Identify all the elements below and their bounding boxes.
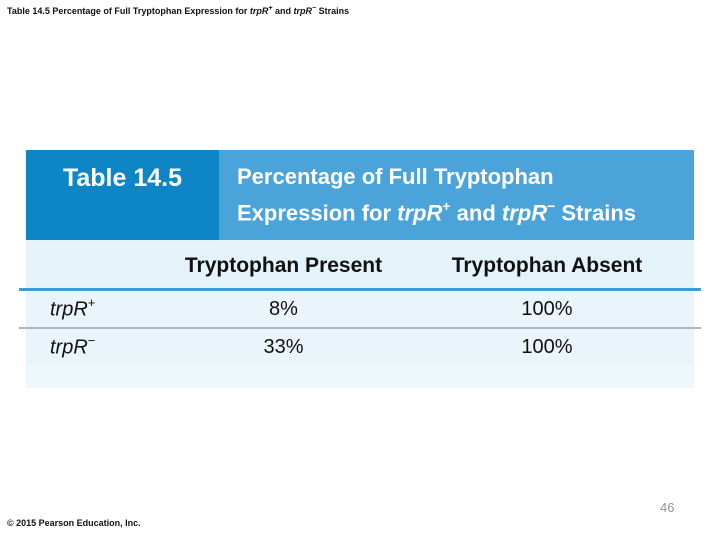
column-header-present: Tryptophan Present: [184, 254, 383, 277]
title-gene-2: trpR: [501, 200, 548, 226]
table-14-5: Table 14.5 Percentage of Full Tryptophan…: [19, 150, 701, 388]
caption-sup-2: −: [312, 5, 317, 12]
cell-present-value: 8%: [269, 297, 298, 320]
table-bottom-strip: [26, 365, 694, 388]
cell-present-value: 33%: [263, 335, 304, 358]
row-sup: −: [87, 333, 96, 349]
column-header-row: Tryptophan Present Tryptophan Absent: [26, 240, 694, 288]
table-number-cell: Table 14.5: [26, 150, 219, 240]
slide-caption: Table 14.5 Percentage of Full Tryptophan…: [7, 5, 349, 16]
title-line2-prefix: Expression for: [237, 200, 398, 226]
table-title-cell: Percentage of Full Tryptophan Expression…: [219, 150, 694, 240]
caption-gene-2: trpR: [293, 6, 313, 16]
row-label-trpr-plus: trpR+: [26, 295, 156, 322]
caption-mid: and: [272, 6, 294, 16]
row-gene: trpR: [50, 298, 88, 321]
column-header-absent: Tryptophan Absent: [451, 254, 643, 277]
row-separator: [19, 327, 701, 329]
row-sup: +: [87, 295, 96, 311]
title-line2-suffix: Strains: [555, 200, 637, 226]
title-line2-mid: and: [450, 200, 502, 226]
header-rule: [19, 288, 701, 291]
copyright-notice: © 2015 Pearson Education, Inc.: [7, 518, 141, 528]
cell-absent-value: 100%: [521, 297, 573, 320]
table-title-line2: Expression for trpR+ and trpR− Strains: [237, 192, 694, 228]
title-sup-1: +: [442, 198, 451, 214]
table-row: trpR+ 8% 100%: [26, 291, 694, 327]
title-sup-2: −: [547, 198, 556, 214]
caption-gene-1: trpR: [249, 6, 269, 16]
caption-suffix: Strains: [316, 6, 350, 16]
table-row: trpR− 33% 100%: [26, 329, 694, 365]
page-number: 46: [660, 500, 675, 515]
title-gene-1: trpR: [397, 200, 443, 226]
table-header-band: Table 14.5 Percentage of Full Tryptophan…: [26, 150, 694, 240]
caption-prefix: Table 14.5 Percentage of Full Tryptophan…: [7, 6, 250, 16]
row-gene: trpR: [50, 336, 88, 359]
table-title-line1: Percentage of Full Tryptophan: [237, 164, 554, 189]
row-label-trpr-minus: trpR−: [26, 333, 156, 360]
caption-sup-1: +: [268, 5, 273, 12]
table-number-label: Table 14.5: [62, 164, 183, 192]
cell-absent-value: 100%: [521, 335, 573, 358]
